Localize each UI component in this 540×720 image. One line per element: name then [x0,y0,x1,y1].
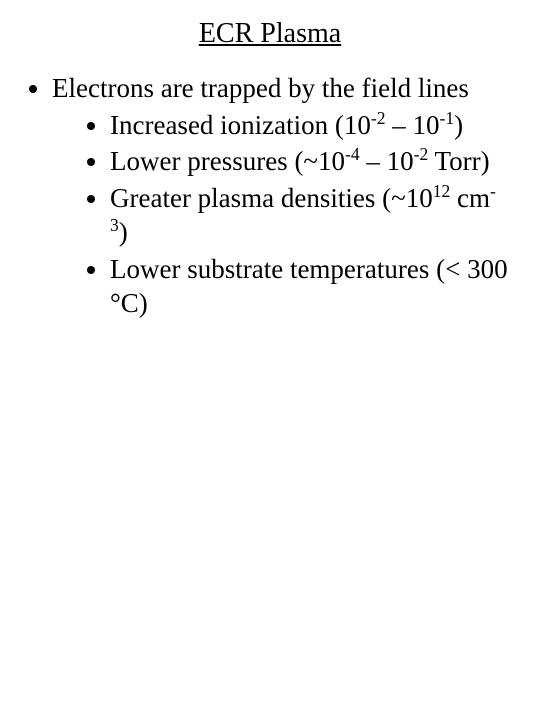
list-item-text: ) [119,217,128,247]
list-item-text: ) [454,110,463,140]
bullet-list-level1: Electrons are trapped by the field lines… [0,72,540,321]
list-item: Greater plasma densities (~1012 cm-3) [110,181,520,250]
superscript: -1 [440,108,455,128]
list-item-text: Increased ionization (10 [110,110,371,140]
superscript: 12 [433,181,451,201]
list-item: Electrons are trapped by the field lines… [52,72,540,321]
superscript: -2 [371,108,386,128]
superscript: -2 [414,144,429,164]
slide: ECR Plasma Electrons are trapped by the … [0,0,540,720]
list-item: Increased ionization (10-2 – 10-1) [110,108,520,143]
list-item-text: Greater plasma densities (~10 [110,183,433,213]
list-item-text: Lower substrate temperatures (< 300 °C) [110,254,508,319]
superscript: -4 [345,144,360,164]
list-item: Lower pressures (~10-4 – 10-2 Torr) [110,144,520,179]
list-item-text: Lower pressures (~10 [110,146,345,176]
bullet-list-level2: Increased ionization (10-2 – 10-1) Lower… [52,108,520,321]
list-item-text: cm [450,183,490,213]
list-item-text: – 10 [386,110,440,140]
list-item-text: Electrons are trapped by the field lines [52,73,469,103]
list-item-text: Torr) [428,146,489,176]
slide-title: ECR Plasma [0,18,540,50]
list-item-text: – 10 [360,146,414,176]
list-item: Lower substrate temperatures (< 300 °C) [110,252,520,321]
